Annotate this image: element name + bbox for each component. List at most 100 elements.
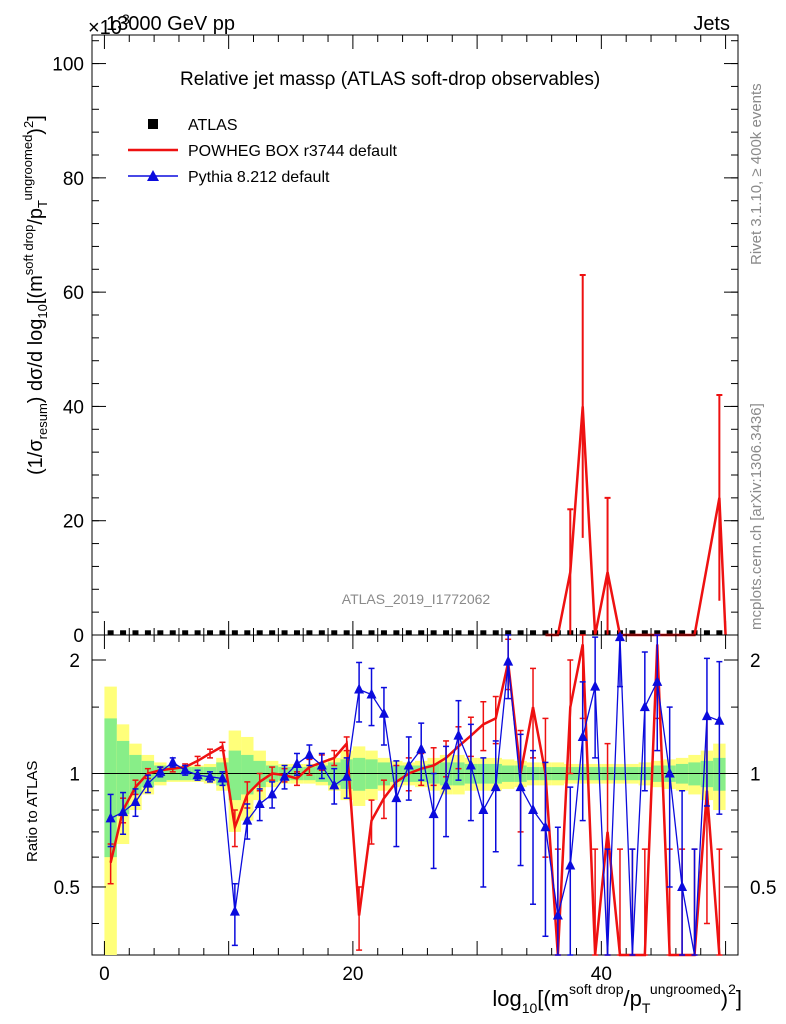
pythia-ratio-point [714,714,725,725]
pythia-ratio-point [391,792,402,803]
atlas-point [505,630,512,636]
atlas-point [542,630,549,636]
atlas-point [182,630,189,636]
atlas-point [492,630,499,636]
main-plot-marks [107,274,727,637]
pythia-ratio-point [528,804,539,815]
ratio-tick-label: 1 [69,764,80,785]
atlas-point [343,630,350,636]
y-tick-label: 100 [52,55,84,76]
legend-atlas-marker [148,119,158,129]
pythia-ratio-point [267,788,278,799]
atlas-point [120,630,127,636]
pythia-ratio-point [142,777,153,788]
atlas-point [666,630,673,636]
legend-powheg-label: POWHEG BOX r3744 default [188,143,398,160]
atlas-point [455,630,462,636]
atlas-point [405,630,412,636]
pythia-ratio-point [105,812,116,823]
atlas-point [269,630,276,636]
pythia-ratio-point [403,759,414,770]
ratio-tick-label-right: 0.5 [750,878,776,899]
atlas-point [293,630,300,636]
powheg-ratio-line [109,644,721,957]
pythia-ratio-point [465,759,476,770]
pythia-ratio-point [590,680,601,691]
x-tick-label: 40 [591,964,612,985]
atlas-point [157,630,164,636]
atlas-point [480,630,487,636]
legend-pythia-marker [147,170,159,181]
ratio-y-axis-label: Ratio to ATLAS [24,761,41,862]
pythia-ratio-point [130,796,141,807]
pythia-ratio-point [366,688,377,699]
pythia-ratio-point [354,683,365,694]
atlas-point [231,630,238,636]
atlas-point [368,630,375,636]
y-tick-label: 80 [63,169,84,190]
pythia-ratio-point [341,770,352,781]
pythia-ratio-point [503,655,514,666]
atlas-point [219,630,226,636]
atlas-point [380,630,387,636]
atlas-point [169,630,176,636]
pythia-ratio-point [577,730,588,741]
pythia-ratio-point [205,770,216,781]
ratio-tick-label: 2 [69,651,80,672]
pythia-ratio-point [167,756,178,767]
rivet-label: Rivet 3.1.10, ≥ 400k events [748,83,765,265]
main-plot-axes: 0 20 40 60 80 100 [52,35,738,647]
pythia-ratio-point [329,779,340,790]
chart-title: Relative jet massρ (ATLAS soft-drop obse… [180,69,600,90]
pythia-ratio-point [378,707,389,718]
band-green [116,740,130,815]
ratio-tick-label: 0.5 [54,878,80,899]
pythia-ratio-point [254,797,265,808]
legend: ATLAS POWHEG BOX r3744 default Pythia 8.… [128,117,398,186]
atlas-point [318,630,325,636]
pythia-ratio-point [652,675,663,686]
x-axis-label: log10[(msoft drop/pTungroomed)2] [492,981,742,1016]
atlas-point [579,630,586,636]
y-exponent-power: 3 [122,11,130,27]
atlas-point [144,630,151,636]
atlas-point [356,630,363,636]
pythia-ratio-point [664,767,675,778]
band-green [104,718,117,858]
atlas-point [716,630,723,636]
y-tick-label: 20 [63,512,84,533]
pythia-ratio-point [316,759,327,770]
pythia-ratio-point [428,808,439,819]
pythia-ratio-point [118,806,129,817]
ratio-plot-frame [91,634,739,956]
pythia-ratio-line [110,637,720,956]
pythia-ratio-point [192,769,203,780]
atlas-point [331,630,338,636]
atlas-point [654,630,661,636]
pythia-ratio-point [677,880,688,891]
y-tick-label: 0 [73,626,84,647]
ratio-plot-axes: 0.5 0.51 12 20 20 40 [54,635,776,985]
atlas-point [132,630,139,636]
pythia-ratio-point [229,905,240,916]
pythia-ratio-point [478,804,489,815]
y-tick-label: 40 [63,397,84,418]
pythia-ratio-point [515,781,526,792]
band-green [352,757,366,791]
analysis-watermark: ATLAS_2019_I1772062 [342,591,491,607]
pythia-ratio-point [304,748,315,759]
atlas-point [517,630,524,636]
band-green [228,750,242,801]
mcplots-label: mcplots.cern.ch [arXiv:1306.3436] [748,403,765,630]
pythia-ratio-point [540,821,551,832]
y-axis-label: (1/σresum) dσ/d log10[(msoft drop/pTungr… [20,115,50,475]
atlas-point [107,630,114,636]
pythia-ratio-point [416,743,427,754]
atlas-point [418,630,425,636]
atlas-point [530,630,537,636]
pythia-ratio-point [291,757,302,768]
atlas-point [207,630,214,636]
y-tick-label: 60 [63,283,84,304]
pythia-ratio-point [155,765,166,776]
